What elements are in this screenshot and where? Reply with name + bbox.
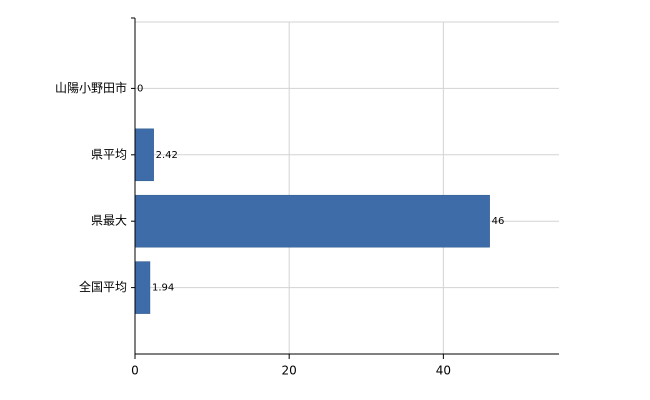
x-tick-label: 0 (131, 364, 139, 378)
value-label: 46 (492, 216, 505, 227)
bar (134, 261, 151, 314)
value-label: 2.42 (156, 150, 178, 161)
y-tick-label: 全国平均 (79, 279, 127, 294)
bar (134, 194, 490, 248)
value-label: 1.94 (152, 283, 174, 294)
value-label: 0 (137, 83, 143, 94)
y-tick-label: 県平均 (91, 147, 127, 161)
y-tick-label: 県最大 (91, 214, 127, 228)
x-tick-label: 20 (282, 364, 297, 378)
x-tick-label: 40 (436, 364, 451, 378)
bar (134, 128, 154, 182)
y-tick-label: 山陽小野田市 (55, 80, 127, 95)
